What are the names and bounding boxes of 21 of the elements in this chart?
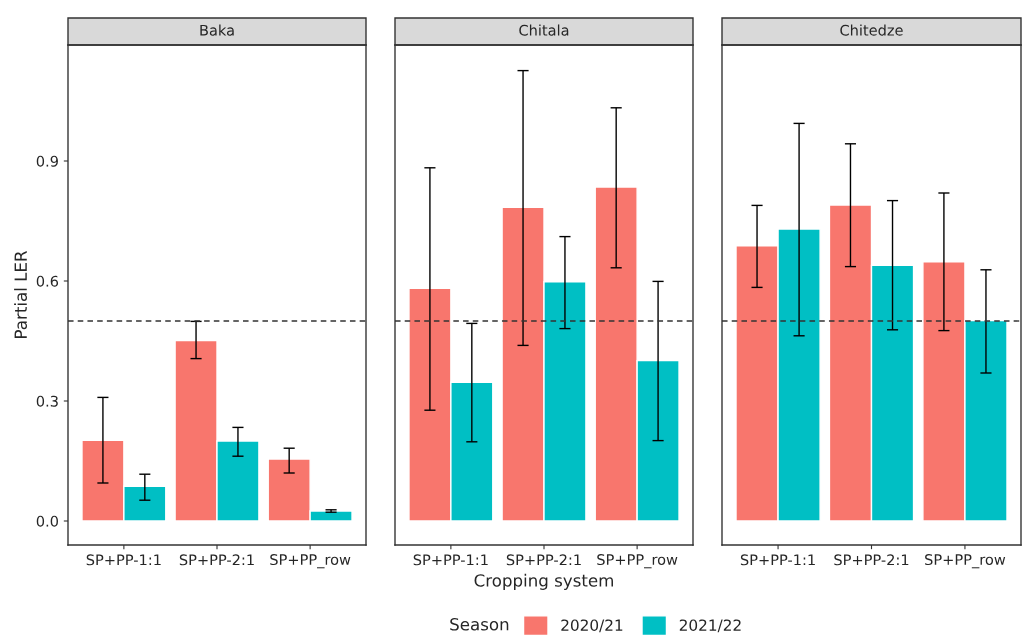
- x-tick-label: SP+PP-2:1: [834, 554, 909, 566]
- legend-label: 2020/21: [561, 619, 623, 633]
- x-tick-label: SP+PP-1:1: [740, 554, 815, 566]
- x-tick-label: SP+PP-1:1: [413, 554, 488, 566]
- x-tick-label: SP+PP_row: [597, 554, 678, 569]
- legend-label: 2021/22: [679, 619, 741, 633]
- x-tick-label: SP+PP-2:1: [506, 554, 581, 566]
- chart-title: Chitala: [519, 24, 569, 36]
- chart-title: Baka: [200, 24, 234, 36]
- x-tick-label: SP+PP-1:1: [86, 554, 161, 566]
- legend-title: Season: [450, 617, 509, 631]
- x-tick-label: SP+PP_row: [270, 554, 351, 569]
- x-axis-title: Cropping system: [474, 573, 613, 590]
- y-tick-label: 0.3: [36, 395, 58, 407]
- y-axis-title: Partial LER: [14, 250, 27, 338]
- chart-title: Chitedze: [840, 24, 903, 36]
- x-tick-label: SP+PP_row: [925, 554, 1006, 569]
- y-tick-label: 0.6: [36, 275, 59, 287]
- x-tick-label: SP+PP-2:1: [179, 554, 254, 566]
- y-tick-label: 0.9: [36, 155, 58, 167]
- y-tick-label: 0.0: [36, 515, 58, 527]
